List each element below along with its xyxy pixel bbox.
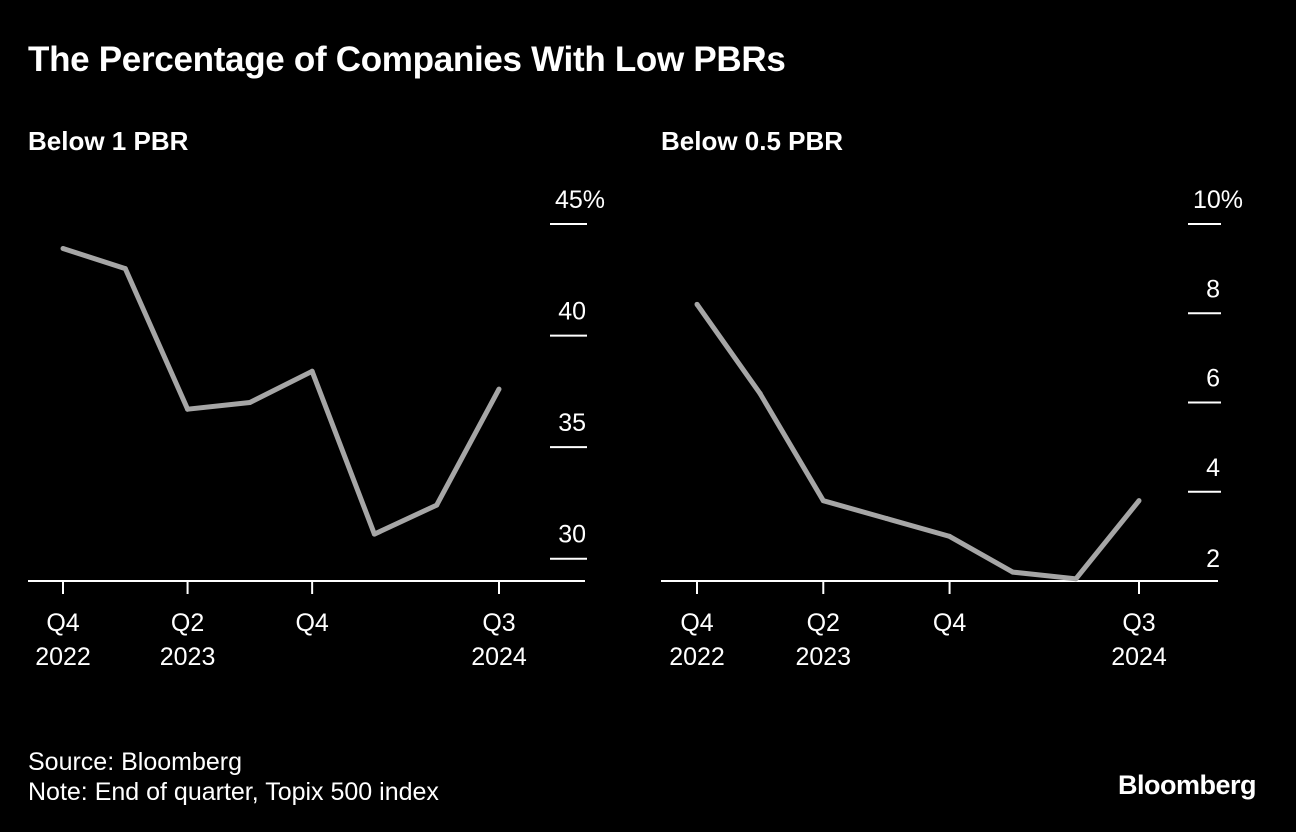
data-point-1-1 <box>122 266 128 272</box>
data-point-2-1 <box>757 391 763 397</box>
panel-title-below-1-pbr: Below 1 PBR <box>28 126 189 156</box>
x-tick-label-2-2-line2: 2023 <box>795 643 851 671</box>
x-tick-label-2-0-line1: Q4 <box>680 609 713 637</box>
data-point-2-2 <box>820 498 826 504</box>
data-point-1-3 <box>247 400 253 405</box>
y-tick-label-2-2: 2 <box>1206 545 1220 573</box>
y-tick-label-1-45: 45% <box>555 186 605 214</box>
series-line-2 <box>694 302 1141 582</box>
data-point-2-4 <box>947 533 953 539</box>
data-point-1-4 <box>309 368 315 374</box>
x-tick-label-1-2-line2: 2023 <box>160 643 216 671</box>
x-tick-label-1-4-line1: Q4 <box>295 609 328 637</box>
data-point-2-3 <box>883 516 889 522</box>
x-tick-label-2-0-line2: 2022 <box>669 643 725 671</box>
data-point-1-0 <box>60 246 66 252</box>
y-tick-label-2-8: 8 <box>1206 275 1220 303</box>
x-tick-label-2-2-line1: Q2 <box>807 609 840 637</box>
data-point-2-0 <box>694 301 700 307</box>
panel-title-below-0-5-pbr: Below 0.5 PBR <box>661 126 844 156</box>
y-tick-label-1-35: 35 <box>558 409 586 437</box>
data-point-1-7 <box>496 386 502 392</box>
y-tick-label-1-40: 40 <box>558 298 586 326</box>
source-note: Source: Bloomberg <box>28 748 243 776</box>
bloomberg-logo: Bloomberg <box>1117 770 1257 800</box>
x-tick-label-1-0-line1: Q4 <box>46 609 79 637</box>
x-tick-label-2-7-line1: Q3 <box>1122 609 1155 637</box>
x-tick-label-1-7-line2: 2024 <box>471 643 527 671</box>
x-tick-label-1-0-line2: 2022 <box>35 643 91 671</box>
data-point-2-5 <box>1010 569 1016 575</box>
y-tick-label-1-30: 30 <box>558 521 586 549</box>
x-tick-label-1-7-line1: Q3 <box>482 609 515 637</box>
x-tick-label-2-4-line1: Q4 <box>933 609 966 637</box>
methodology-note: Note: End of quarter, Topix 500 index <box>28 778 439 806</box>
data-point-2-6 <box>1073 576 1079 582</box>
series-line-1 <box>62 246 502 537</box>
y-tick-label-2-10: 10% <box>1193 186 1243 214</box>
data-point-2-7 <box>1136 498 1142 504</box>
y-tick-label-2-4: 4 <box>1206 454 1220 482</box>
y-tick-label-2-6: 6 <box>1206 365 1220 393</box>
data-point-1-6 <box>434 502 440 508</box>
x-tick-label-2-7-line2: 2024 <box>1111 643 1167 671</box>
data-point-1-5 <box>371 531 377 537</box>
chart-title: The Percentage of Companies With Low PBR… <box>28 40 786 79</box>
x-tick-label-1-2-line1: Q2 <box>171 609 204 637</box>
data-point-1-2 <box>185 406 191 412</box>
